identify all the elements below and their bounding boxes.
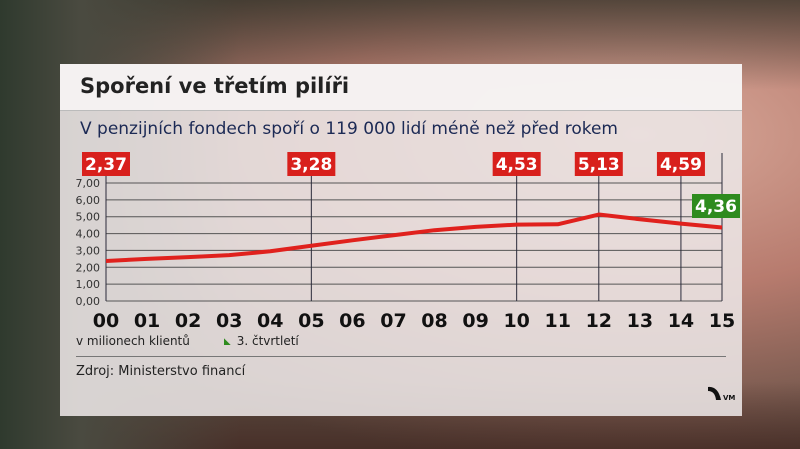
data-label: 4,53 (496, 155, 538, 175)
legend-unit: v milionech klientů (76, 334, 190, 348)
quarter-marker-icon (223, 338, 231, 345)
legend-quarter: 3. čtvrtletí (236, 334, 299, 348)
x-tick-label: 15 (709, 310, 735, 332)
data-label-box (492, 152, 541, 176)
title-band: Spoření ve třetím pilíři (60, 64, 742, 111)
x-tick-label: 02 (175, 310, 201, 332)
x-tick-label: 12 (586, 310, 612, 332)
data-label-box (656, 152, 705, 176)
x-tick-label: 07 (380, 310, 406, 332)
x-tick-label: 05 (298, 310, 324, 332)
y-tick-label: 3,00 (76, 244, 101, 257)
data-label-box (574, 152, 623, 176)
chart-title: Spoření ve třetím pilíři (80, 74, 350, 98)
y-tick-label: 5,00 (76, 211, 101, 224)
x-tick-label: 13 (627, 310, 653, 332)
x-tick-label: 03 (216, 310, 242, 332)
x-tick-label: 14 (668, 310, 694, 332)
chart-subtitle: V penzijních fondech spoří o 119 000 lid… (80, 119, 618, 139)
y-tick-label: 6,00 (76, 194, 101, 207)
x-tick-label: 10 (503, 310, 529, 332)
x-tick-label: 00 (93, 310, 119, 332)
svg-text:VM: VM (723, 394, 735, 402)
y-tick-label: 1,00 (76, 278, 101, 291)
x-tick-label: 08 (421, 310, 447, 332)
divider (76, 356, 726, 357)
legend: v milionech klientů 3. čtvrtletí (76, 334, 299, 348)
x-tick-label: 04 (257, 310, 283, 332)
data-label-box (287, 152, 336, 176)
source-note: Zdroj: Ministerstvo financí (76, 364, 246, 379)
data-label: 3,28 (290, 155, 332, 175)
line-chart: 0,00 1,00 2,00 3,00 4,00 5,00 6,00 7,00 00 01 02 03… (76, 152, 740, 332)
data-label: 2,37 (85, 155, 127, 175)
data-label-box (692, 194, 740, 218)
x-tick-label: 11 (545, 310, 571, 332)
y-tick-label: 0,00 (76, 295, 101, 308)
chart-panel: Spoření ve třetím pilíři V penzijních fo… (60, 64, 742, 416)
y-tick-label: 2,00 (76, 261, 101, 274)
data-label: 4,36 (695, 197, 737, 217)
series-line (105, 212, 723, 264)
y-tick-label: 4,00 (76, 228, 101, 241)
y-tick-label: 7,00 (76, 177, 101, 190)
broadcaster-logo: VM (708, 386, 735, 402)
data-label: 4,59 (660, 155, 702, 175)
data-label-box (82, 152, 130, 176)
x-tick-label: 01 (134, 310, 160, 332)
data-label: 5,13 (578, 155, 620, 175)
x-tick-label: 06 (339, 310, 365, 332)
x-tick-label: 09 (462, 310, 488, 332)
